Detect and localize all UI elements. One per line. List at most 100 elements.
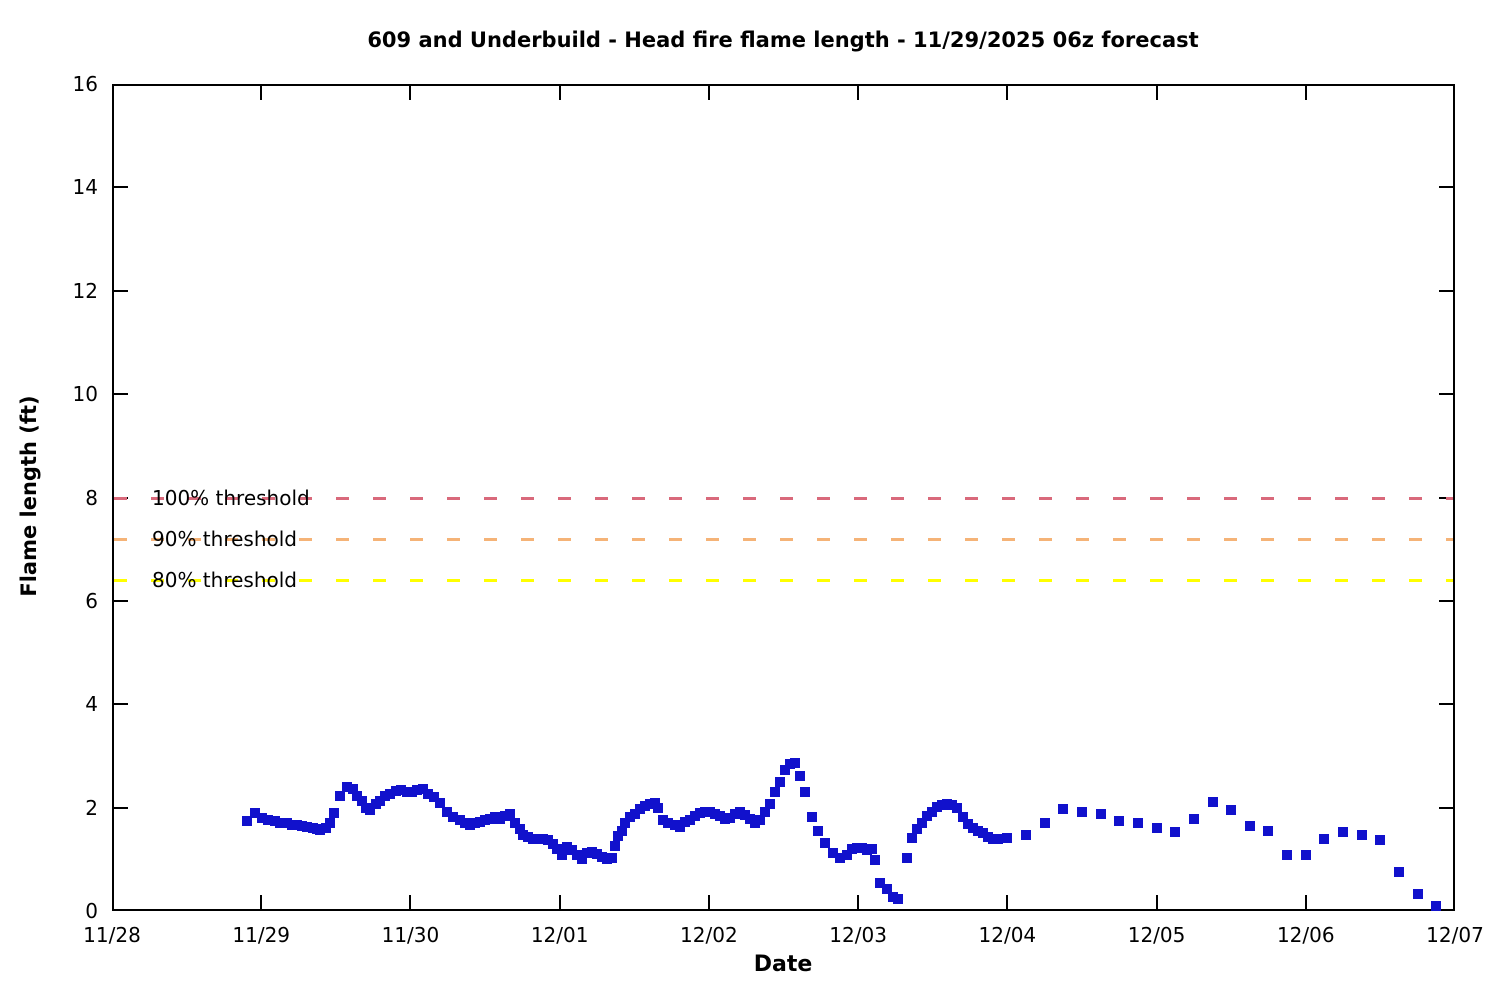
x-tick-label: 11/30	[381, 923, 440, 947]
data-point	[454, 815, 465, 826]
x-tick-label: 12/06	[1276, 923, 1335, 947]
x-tick-label: 12/04	[978, 923, 1037, 947]
data-point	[1170, 827, 1181, 838]
data-point	[680, 817, 690, 828]
data-point	[630, 809, 641, 820]
data-point	[325, 817, 335, 828]
data-point	[887, 892, 898, 903]
x-axis-tick	[558, 895, 561, 909]
data-point	[653, 802, 664, 813]
y-tick-label: 6	[85, 588, 98, 613]
data-point	[356, 795, 367, 806]
data-point	[347, 784, 358, 795]
x-axis-tick	[409, 86, 412, 100]
data-point	[484, 813, 495, 824]
data-point	[1263, 826, 1274, 837]
y-axis-tick	[1439, 703, 1453, 706]
data-point	[1020, 829, 1031, 840]
data-point	[365, 804, 375, 815]
data-point	[514, 824, 525, 835]
data-point	[249, 808, 260, 819]
data-point	[700, 807, 710, 818]
data-point	[769, 787, 780, 798]
data-point	[296, 820, 307, 831]
x-axis-tick	[707, 895, 710, 909]
data-point	[828, 847, 839, 858]
y-axis-tick	[114, 806, 128, 809]
data-point	[846, 844, 857, 855]
data-point	[341, 782, 352, 793]
data-point	[795, 770, 806, 781]
data-point	[690, 810, 700, 821]
y-tick-label: 16	[72, 72, 98, 96]
threshold-line	[114, 496, 1453, 500]
data-point	[1412, 889, 1423, 900]
data-point	[412, 784, 423, 795]
data-point	[942, 799, 953, 809]
data-point	[1095, 809, 1106, 820]
data-point	[352, 790, 363, 801]
plot-area-border	[112, 84, 1455, 911]
data-point	[740, 809, 750, 820]
data-point	[1207, 797, 1218, 808]
data-point	[983, 831, 994, 842]
data-point	[1114, 816, 1125, 827]
data-point	[406, 787, 417, 798]
x-axis-tick	[1006, 895, 1009, 909]
threshold-line	[114, 537, 1453, 541]
data-point	[893, 893, 904, 904]
data-point	[670, 819, 680, 830]
y-axis-tick	[114, 393, 128, 396]
data-point	[775, 776, 786, 787]
data-point	[263, 815, 274, 826]
data-point	[1356, 830, 1367, 841]
x-tick-label: 12/02	[680, 923, 738, 947]
x-axis-tick	[1304, 895, 1307, 909]
data-point	[576, 853, 587, 864]
data-point	[315, 825, 326, 836]
y-axis-tick	[1439, 186, 1453, 189]
y-axis-tick	[1439, 599, 1453, 602]
data-point	[613, 831, 624, 842]
threshold-label: 100% threshold	[152, 485, 310, 510]
data-point	[375, 795, 385, 806]
data-point	[1002, 832, 1013, 843]
data-point	[335, 790, 345, 801]
data-point	[973, 825, 984, 836]
data-point	[606, 852, 617, 863]
data-point	[269, 816, 280, 827]
data-point	[474, 817, 485, 828]
data-point	[866, 844, 877, 855]
x-tick-label: 12/05	[1127, 923, 1186, 947]
data-point	[1375, 835, 1386, 846]
y-tick-label: 2	[85, 795, 98, 820]
data-point	[806, 812, 817, 823]
data-point	[813, 825, 824, 836]
data-point	[963, 819, 974, 830]
threshold-label: 90% threshold	[152, 526, 297, 551]
data-point	[510, 817, 521, 828]
data-point	[429, 792, 440, 803]
data-point	[395, 784, 406, 795]
data-point	[789, 757, 800, 768]
x-tick-label: 12/07	[1426, 923, 1484, 947]
y-axis-tick	[114, 186, 128, 189]
data-point	[256, 812, 267, 823]
threshold-line	[114, 579, 1453, 583]
data-point	[901, 852, 912, 863]
data-point	[543, 835, 554, 846]
data-point	[286, 819, 297, 830]
data-point	[556, 849, 567, 860]
data-point	[241, 816, 252, 827]
y-axis-tick	[1439, 393, 1453, 396]
data-point	[932, 802, 943, 813]
data-point	[1132, 817, 1143, 828]
data-point	[765, 799, 776, 809]
data-point	[596, 851, 607, 862]
x-axis-tick	[1006, 86, 1009, 100]
data-point	[504, 809, 515, 820]
data-point	[620, 817, 631, 828]
data-point	[870, 855, 881, 866]
x-tick-label: 11/29	[232, 923, 291, 947]
y-tick-label: 4	[85, 692, 98, 717]
